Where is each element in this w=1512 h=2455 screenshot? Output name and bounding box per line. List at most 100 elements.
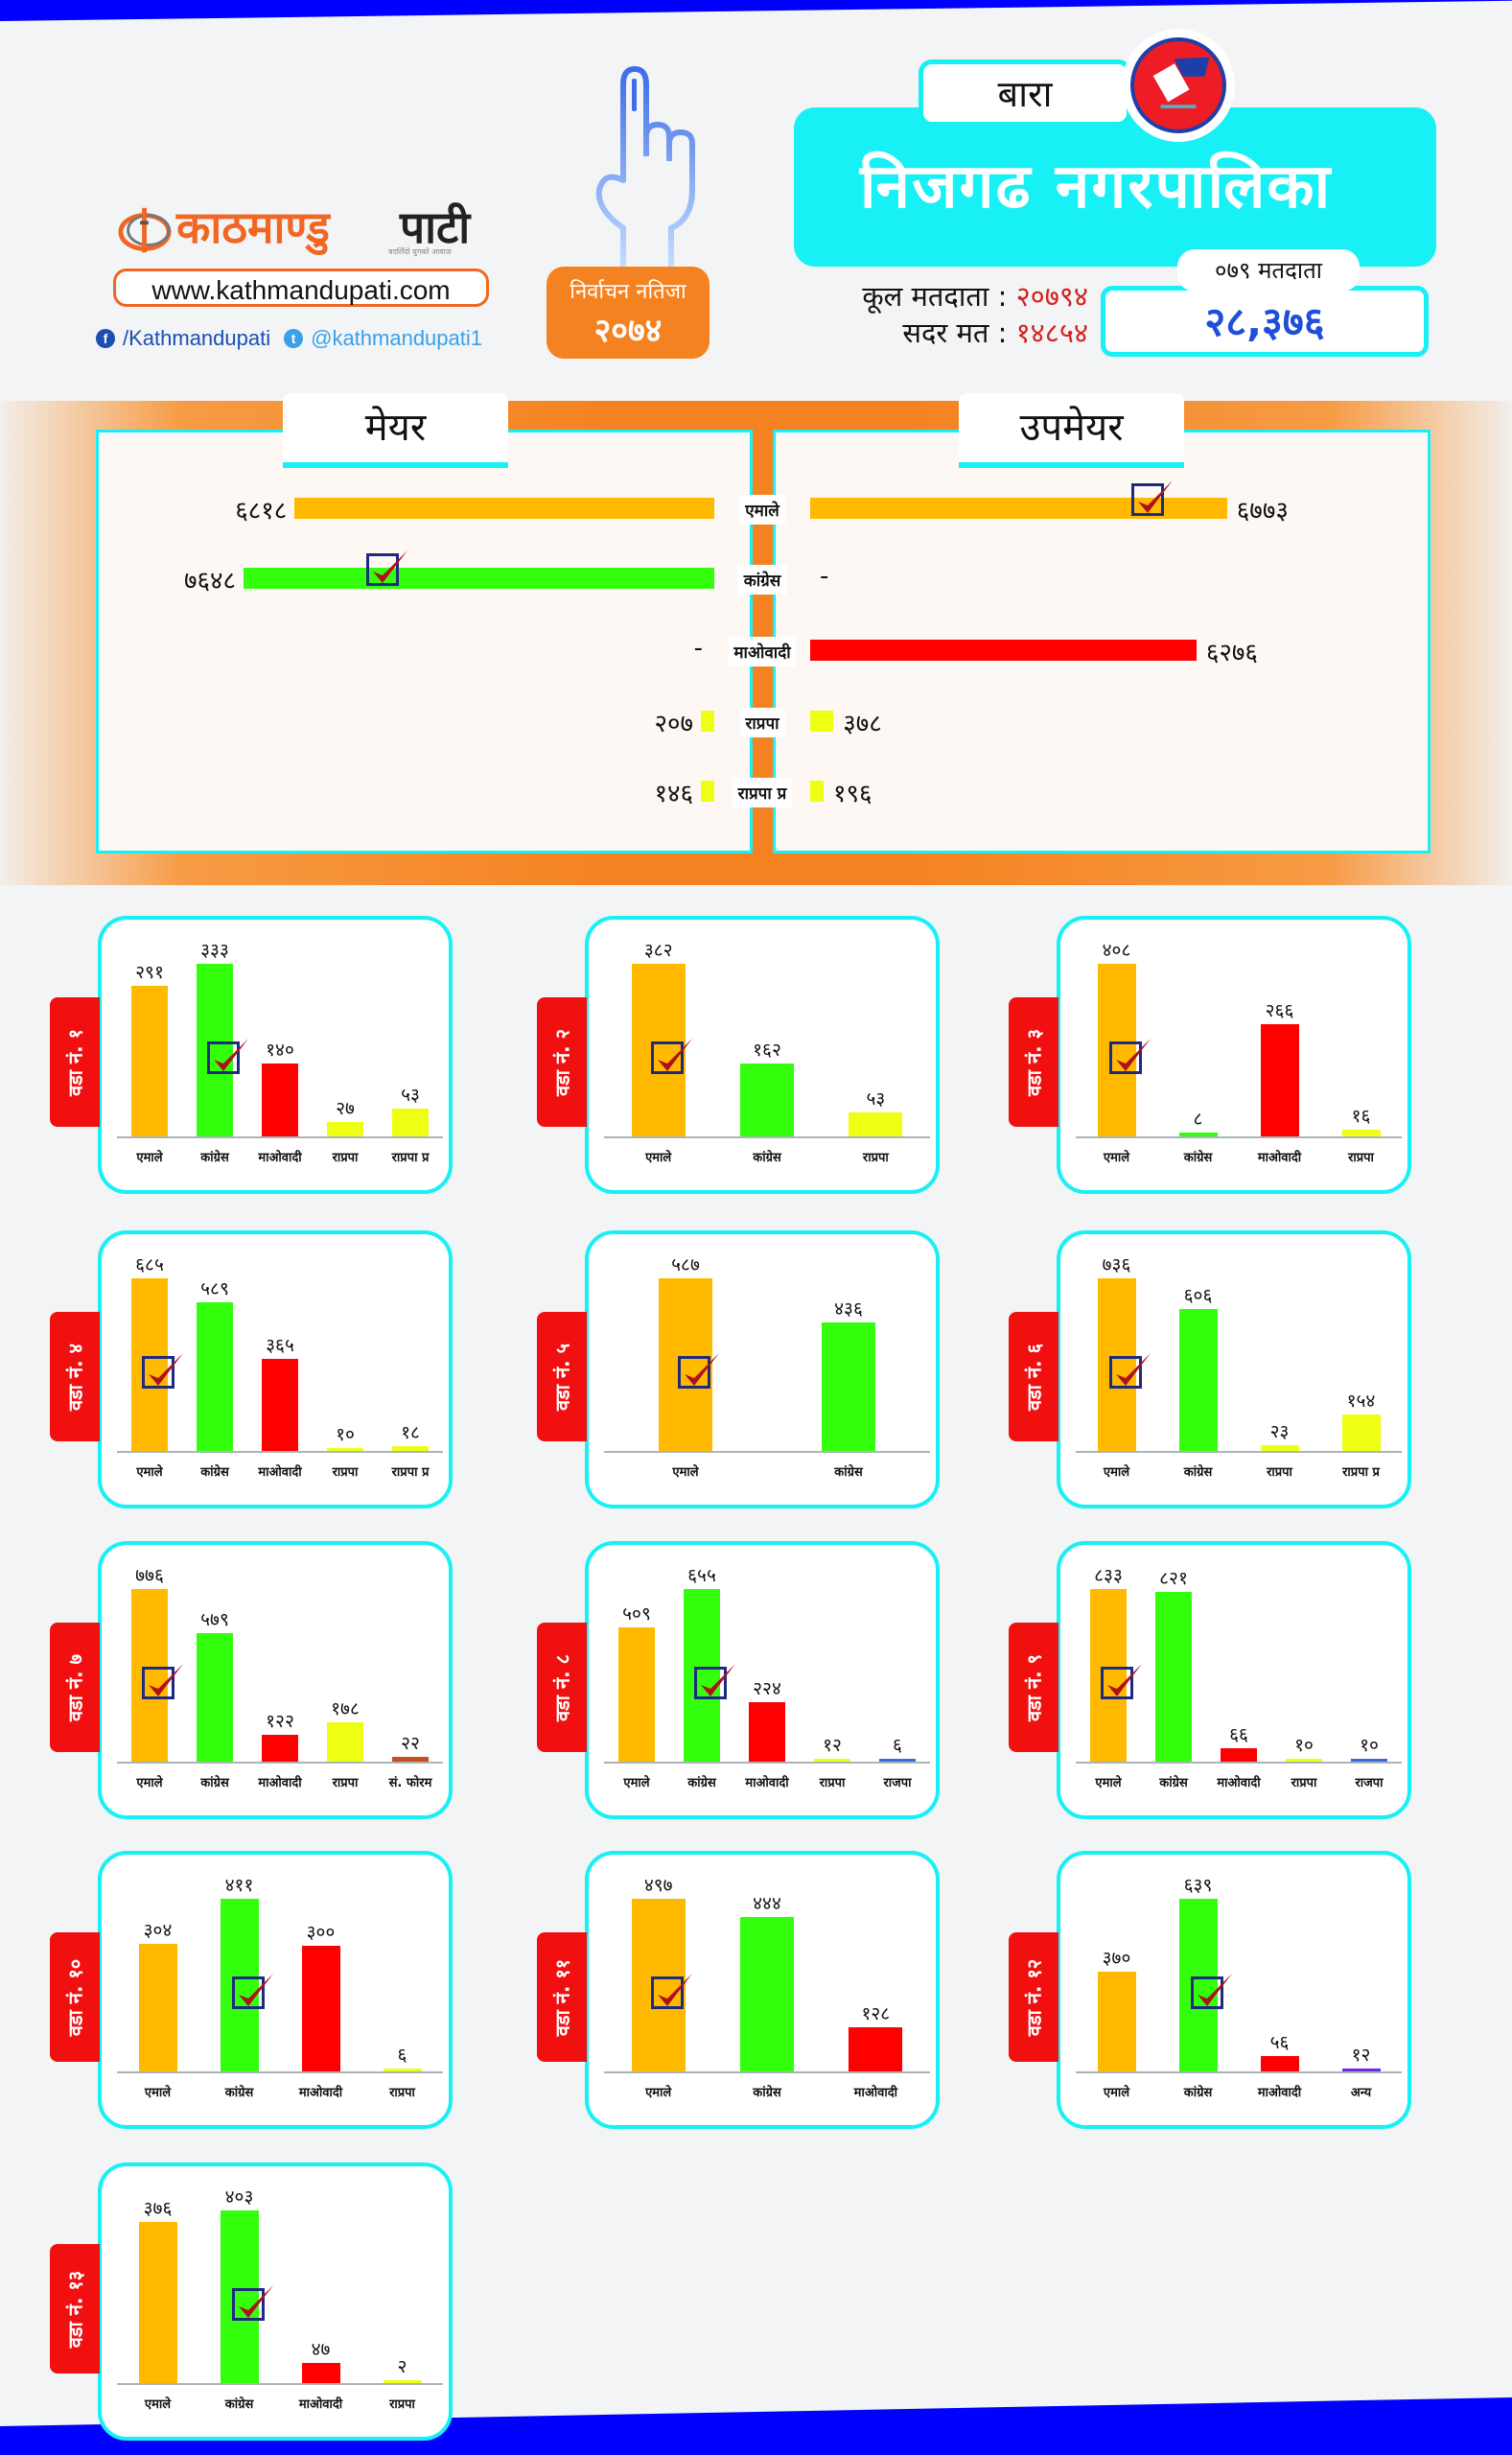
ward-bar-value: ५३ (866, 1088, 886, 1111)
ward-category-label: एमाले (1103, 1465, 1130, 1480)
x-axis-line (604, 1136, 930, 1138)
ward-bar-value: १२ (1351, 2044, 1371, 2066)
ward-bar-value: ४९७ (643, 1875, 673, 1896)
ward-bar (1341, 1129, 1381, 1136)
ward-bar-value: ६०६ (1183, 1284, 1213, 1306)
x-axis-line (117, 1762, 443, 1764)
ward-title: वडा नं. १२ (1022, 1958, 1046, 2036)
ward-bar-value: ५६ (1269, 2032, 1290, 2054)
ward-bar-value: १६२ (753, 1039, 781, 1061)
ward-bar-value: ७३६ (1102, 1254, 1131, 1275)
ward-bar-value: २२४ (753, 1678, 781, 1700)
ward-bar-value: ६५५ (687, 1565, 716, 1586)
deputy-mayor-heading: उपमेयर (959, 393, 1184, 468)
ward-bar (220, 2210, 259, 2383)
ward-bar-value: ४०३ (224, 2186, 254, 2208)
ward-label-tab: वडा नं. ६ (1009, 1312, 1058, 1441)
ward-bar (814, 1758, 850, 1762)
winner-check-icon (231, 2285, 273, 2321)
ward-bar (631, 964, 686, 1136)
twitter-link[interactable]: @kathmandupati1 (311, 326, 482, 350)
ward-label-tab: वडा नं. ५ (537, 1312, 587, 1441)
ward-card (585, 1230, 940, 1508)
winner-check-icon (231, 1974, 273, 2009)
brand-name-part2: पाटी (400, 201, 471, 253)
party-label: राप्रपा प्र (732, 778, 793, 807)
ward-bar (383, 2380, 422, 2383)
x-axis-line (604, 1451, 930, 1453)
ward-label-tab: वडा नं. २ (537, 997, 587, 1127)
ward-category-label: एमाले (1095, 1776, 1122, 1790)
ward-bar (197, 1632, 233, 1762)
ward-bar (1090, 1589, 1127, 1762)
ward-bar-value: ५०९ (622, 1603, 651, 1625)
winner-check-icon (1108, 1039, 1151, 1074)
deputy-mayor-title: उपमेयर (959, 393, 1184, 462)
ward-category-label: राप्रपा (862, 1151, 889, 1165)
ward-category-label: माओवादी (258, 1151, 302, 1165)
ward-bar (1097, 1278, 1136, 1451)
ward-chart: वडा नं. ११ ४९७ एमाले ४४४ कांग्रेस १२८ माओवादी (537, 1851, 940, 2129)
ward-title: वडा नं. ९ (1022, 1653, 1046, 1721)
ward-title: वडा नं. २ (550, 1028, 574, 1096)
ward-bar (131, 1278, 168, 1451)
valid-votes-label: सदर मत : (902, 316, 1008, 349)
mayor-bar (701, 781, 714, 802)
ward-title: वडा नं. ६ (1022, 1343, 1046, 1411)
badge-title: निर्वाचन नतिजा (570, 280, 686, 304)
ward-category-label: कांग्रेस (1183, 2086, 1213, 2100)
ward-category-label: माओवादी (1257, 2086, 1302, 2100)
winner-check-icon (142, 1353, 183, 1389)
ward-bar-value: ६३९ (1183, 1875, 1213, 1896)
ward-title: वडा नं. ५ (550, 1343, 574, 1411)
website-link[interactable]: www.kathmandupati.com (113, 269, 489, 307)
mayor-value: - (693, 634, 703, 663)
ward-bar (1097, 964, 1136, 1136)
ward-title: वडा नं. १ (63, 1028, 87, 1096)
total-voters-row: कूल मतदाता : २०७९४ (781, 278, 1088, 315)
ward-category-label: राप्रपा (332, 1465, 359, 1480)
ward-bar (131, 1589, 168, 1762)
mayor-value: २०७ (654, 710, 693, 738)
ward-chart: वडा नं. ५ ५८७ एमाले ४३६ कांग्रेस (537, 1230, 940, 1508)
ward-label-tab: वडा नं. १३ (50, 2244, 100, 2373)
x-axis-line (117, 2071, 443, 2073)
deputy-mayor-underline (959, 462, 1184, 468)
brand-logo[interactable]: काठमाण्डु पाटी (117, 197, 520, 264)
facebook-icon: f (96, 329, 115, 348)
ward-category-label: एमाले (136, 1465, 163, 1480)
ward-bar-value: १७८ (331, 1697, 360, 1719)
ward-bar (684, 1589, 720, 1762)
ward-category-label: एमाले (645, 1151, 672, 1165)
ward-bar (220, 1899, 259, 2071)
deputy-mayor-value: ६२७६ (1205, 639, 1258, 667)
mayor-bar (701, 711, 714, 732)
facebook-link[interactable]: /Kathmandupati (123, 326, 271, 350)
ward-category-label: एमाले (144, 2086, 172, 2100)
ward-chart: वडा नं. १ २९१ एमाले ३३३ कांग्रेस १४० माओवादी २७… (50, 916, 453, 1194)
ward-bar-value: १० (336, 1424, 355, 1445)
ward-bar-value: ७७६ (135, 1565, 164, 1586)
x-axis-line (1076, 2071, 1402, 2073)
ward-bar (879, 1759, 916, 1762)
ward-bar-value: ६ (397, 2045, 407, 2066)
ward-category-label: माओवादी (258, 1776, 302, 1790)
voters-079-label: ०७९ मतदाता (1177, 249, 1360, 292)
ward-bar (749, 1702, 785, 1762)
ward-bar (327, 1448, 363, 1451)
ward-bar-value: ३७६ (143, 2198, 173, 2220)
ward-bar-value: २७ (336, 1098, 355, 1120)
ward-category-label: कांग्रेस (200, 1776, 229, 1790)
ward-bar-value: १४० (266, 1040, 294, 1062)
ward-bar (1341, 2068, 1381, 2071)
ward-category-label: माओवादी (745, 1776, 789, 1790)
ward-bar-value: १६ (1351, 1105, 1371, 1127)
ward-bar (1260, 1023, 1299, 1136)
ward-category-label: एमाले (1103, 1151, 1130, 1165)
ward-bar-value: ३७० (1102, 1947, 1131, 1969)
ward-bar (138, 1943, 177, 2071)
ward-label-tab: वडा नं. ८ (537, 1623, 587, 1752)
x-axis-line (1076, 1762, 1402, 1764)
twitter-icon: t (284, 329, 304, 348)
ward-category-label: एमाले (1103, 2086, 1130, 2100)
